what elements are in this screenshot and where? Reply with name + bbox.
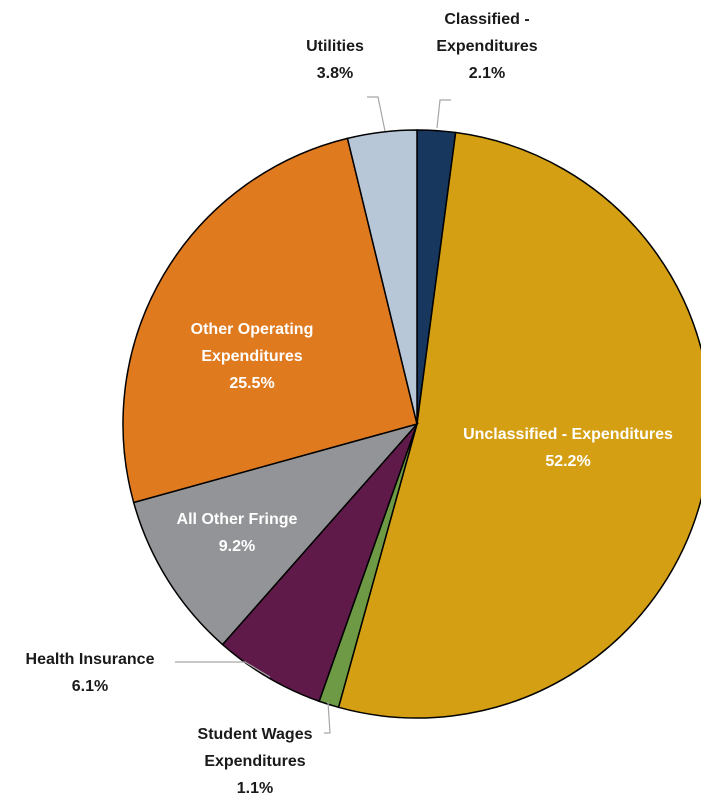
slice-value: 3.8%: [316, 65, 354, 82]
slice-name: Utilities: [306, 38, 364, 55]
slice-value: 6.1%: [71, 678, 109, 695]
slice-label: All Other Fringe 9.2%: [162, 506, 312, 560]
slice-label: Health Insurance 6.1%: [5, 646, 175, 700]
leader-line: [367, 96, 386, 132]
slice-value: 1.1%: [236, 780, 274, 797]
slice-name: All Other Fringe: [176, 511, 298, 528]
pie-slice: [337, 131, 701, 719]
slice-label: Unclassified - Expenditures 52.2%: [433, 421, 701, 475]
slice-name: Health Insurance: [25, 651, 155, 668]
leader-line: [175, 661, 271, 678]
slice-value: 9.2%: [218, 538, 256, 555]
slice-name: Other Operating Expenditures: [190, 321, 314, 365]
slice-value: 25.5%: [229, 375, 275, 392]
slice-value: 52.2%: [545, 453, 591, 470]
slice-name: Student Wages Expenditures: [197, 726, 313, 770]
pie-slice: [122, 137, 418, 504]
slice-label: Classified - Expenditures 2.1%: [422, 6, 552, 87]
slice-name: Unclassified - Expenditures: [463, 426, 673, 443]
leader-line: [436, 99, 451, 129]
slice-label: Utilities 3.8%: [285, 33, 385, 87]
slice-value: 2.1%: [468, 65, 506, 82]
slice-label: Student Wages Expenditures 1.1%: [180, 721, 330, 799]
slice-label: Other Operating Expenditures 25.5%: [172, 316, 332, 397]
leader-line: [324, 701, 331, 734]
pie-slice: [132, 422, 420, 646]
pie-slice: [346, 129, 418, 425]
slice-name: Classified - Expenditures: [436, 11, 538, 55]
